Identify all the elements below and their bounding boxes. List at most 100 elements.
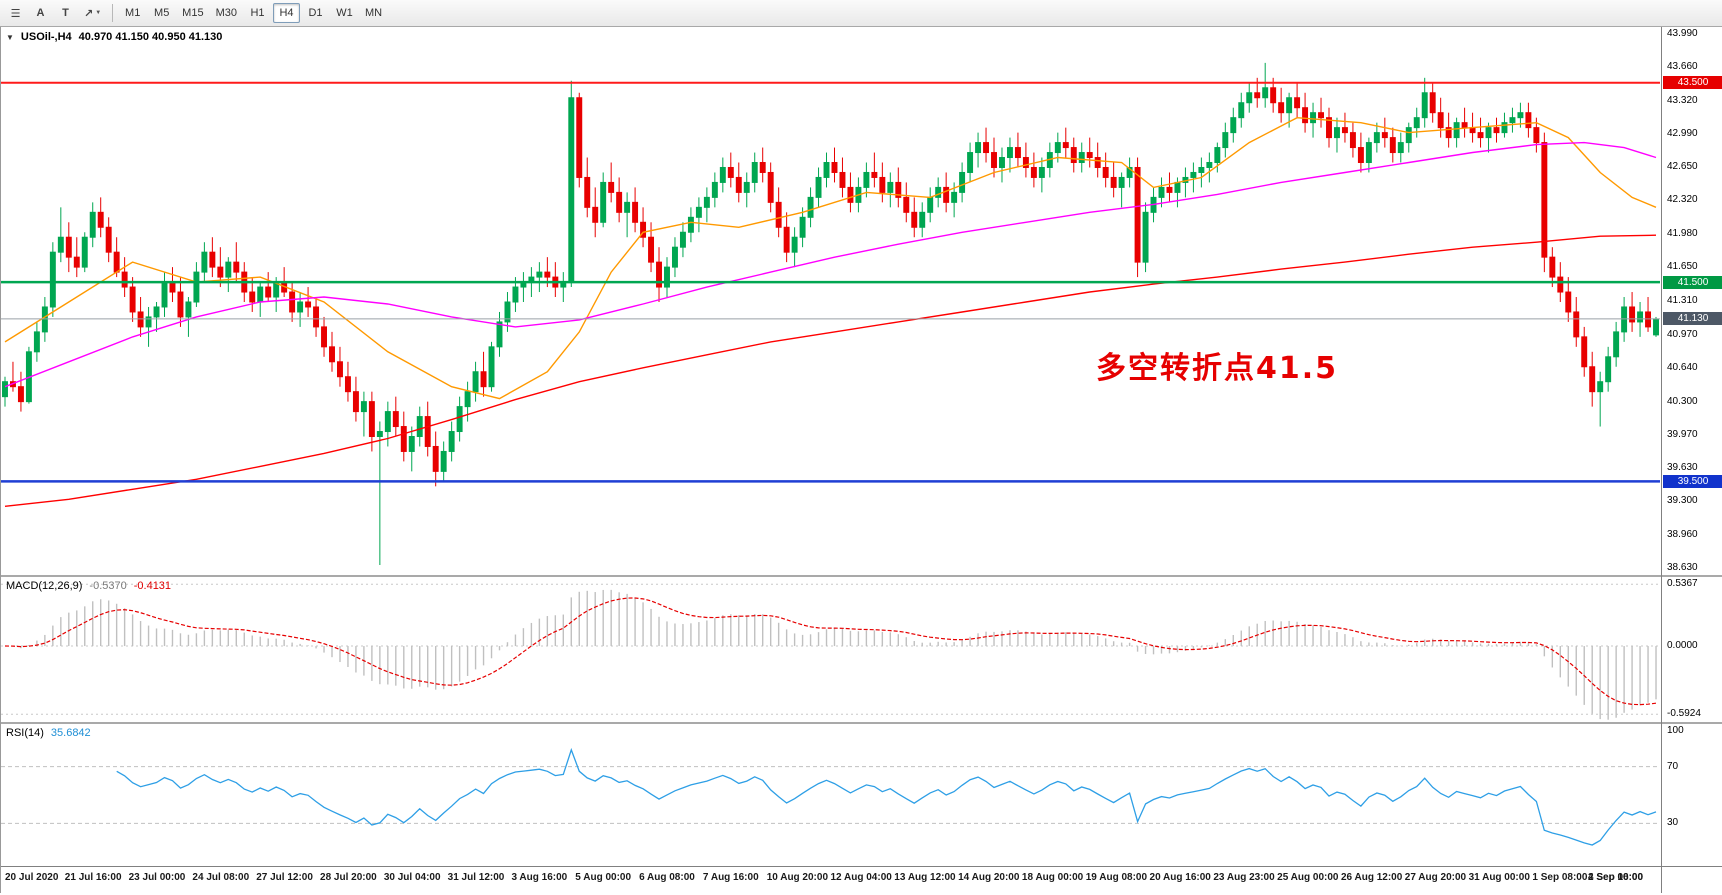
rsi-name: RSI(14) <box>6 727 44 739</box>
ma-mid-line <box>4 141 1657 388</box>
cursor-tool-button[interactable]: A <box>29 3 52 24</box>
macd-main-value: -0.5370 <box>89 580 127 592</box>
cursor-tool-icon: A <box>36 7 45 19</box>
time-axis[interactable]: 20 Jul 2020 21 Jul 16:00 23 Jul 00:00 24 Ju… <box>1 866 1722 893</box>
tool-button-group: ☰ A T ↗ ▼ <box>3 3 107 24</box>
symbol-label: USOil-,H4 <box>20 31 72 43</box>
timeframe-h1-button[interactable]: H1 <box>250 7 265 19</box>
time-axis-label: 7 Aug 16:00 <box>702 872 759 883</box>
candles-layer <box>2 62 1659 566</box>
rsi-axis-label: 30 <box>1667 817 1679 829</box>
time-axis-label: 12 Aug 04:00 <box>830 872 892 883</box>
timeframe-h4-button[interactable]: H4 <box>272 3 300 23</box>
timeframe-group: M1 M5 M15 M30 H1 H4 D1 W1 MN <box>118 3 388 23</box>
macd-name: MACD(12,26,9) <box>6 580 83 592</box>
time-axis-label: 27 Jul 12:00 <box>256 872 313 883</box>
time-axis-label: 19 Aug 08:00 <box>1085 872 1148 883</box>
timeframe-m5-button[interactable]: M5 <box>154 7 170 19</box>
moving-averages-layer <box>4 116 1657 507</box>
price-axis[interactable]: 43.500 41.500 41.130 39.500 43.990 43.660 43.3… <box>1661 27 1722 893</box>
ohlc-values: 40.970 41.150 40.950 41.130 <box>78 31 223 43</box>
panel-splitter-macd[interactable] <box>1 575 1722 577</box>
time-axis-label: 23 Jul 00:00 <box>128 872 186 883</box>
time-axis-label: 18 Aug 00:00 <box>1021 872 1084 883</box>
price-axis-label: 41.310 <box>1667 295 1698 306</box>
time-axis-label: 26 Aug 12:00 <box>1340 872 1403 883</box>
rsi-panel[interactable]: RSI(14) 35.6842 <box>1 724 1660 866</box>
rsi-value: 35.6842 <box>50 727 91 739</box>
rsi-label: RSI(14) 35.6842 <box>6 727 91 739</box>
price-axis-label: 38.630 <box>1667 562 1698 574</box>
text-tool-button[interactable]: T <box>54 3 77 24</box>
time-axis-label: 30 Jul 04:00 <box>383 872 441 883</box>
main-toolbar: ☰ A T ↗ ▼ M1 M5 M15 M30 H1 H4 D1 W1 MN <box>0 0 1722 27</box>
rsi-axis-label: 70 <box>1667 760 1679 772</box>
time-axis-label: 13 Aug 12:00 <box>894 872 956 883</box>
horizontal-levels-layer <box>1 81 1660 483</box>
time-axis-label: 3 Aug 16:00 <box>511 872 568 883</box>
macd-label: MACD(12,26,9) -0.5370 -0.4131 <box>6 580 171 592</box>
time-axis-label: 20 Jul 2020 <box>5 872 59 883</box>
price-axis-label: 40.300 <box>1667 395 1698 407</box>
macd-signal-line <box>4 597 1657 706</box>
rsi-line <box>116 747 1657 846</box>
time-axis-label: 31 Aug 00:00 <box>1468 872 1530 883</box>
macd-axis-label: -0.5924 <box>1667 708 1701 720</box>
draw-tools-button[interactable]: ↗ ▼ <box>79 3 106 24</box>
price-axis-label: 38.960 <box>1667 529 1698 541</box>
time-axis-label: 31 Jul 12:00 <box>447 872 505 883</box>
time-axis-label: 14 Aug 20:00 <box>958 872 1020 883</box>
ma-slow-line <box>4 234 1657 507</box>
time-axis-label: 21 Jul 16:00 <box>64 872 122 883</box>
price-axis-label: 43.990 <box>1667 27 1698 39</box>
timeframe-mn-button[interactable]: MN <box>364 7 383 19</box>
timeframe-m1-button[interactable]: M1 <box>125 7 141 19</box>
rsi-axis-label: 100 <box>1667 725 1684 736</box>
timeframe-d1-button[interactable]: D1 <box>308 7 323 19</box>
time-axis-label: 6 Aug 08:00 <box>639 872 695 883</box>
price-axis-label: 42.650 <box>1667 161 1698 173</box>
candlestick-chart[interactable] <box>1 27 1660 575</box>
macd-panel[interactable]: MACD(12,26,9) -0.5370 -0.4131 <box>1 577 1660 722</box>
toolbar-separator <box>112 4 114 22</box>
macd-chart[interactable] <box>1 577 1660 722</box>
price-axis-label: 39.300 <box>1667 495 1698 507</box>
timeframe-m30-button[interactable]: M30 <box>215 7 237 19</box>
macd-axis-label: 0.5367 <box>1667 578 1698 590</box>
main-chart-panel[interactable]: ▼ USOil-,H4 40.970 41.150 40.950 41.130 … <box>1 27 1660 575</box>
time-axis-label: 20 Aug 16:00 <box>1149 872 1211 883</box>
price-axis-label: 39.630 <box>1667 462 1698 474</box>
price-axis-label: 42.320 <box>1667 194 1698 206</box>
macd-gridlines <box>1 583 1660 715</box>
dropdown-caret-icon: ▼ <box>95 10 102 16</box>
time-axis-label: 2 Sep 16:00 <box>1588 872 1644 883</box>
price-level-badge: 41.500 <box>1663 275 1722 289</box>
price-axis-label: 43.660 <box>1667 60 1698 72</box>
time-axis-label: 4 Sep 00:00 <box>1588 872 1644 883</box>
time-axis-label: 5 Aug 00:00 <box>575 872 632 883</box>
collapse-triangle-icon[interactable]: ▼ <box>6 32 14 42</box>
annotation-text: 多空转折点41.5 <box>1096 351 1339 386</box>
time-axis-label: 24 Jul 08:00 <box>192 872 250 883</box>
chart-window: ▼ USOil-,H4 40.970 41.150 40.950 41.130 … <box>0 27 1722 893</box>
macd-signal-value: -0.4131 <box>133 580 172 592</box>
price-level-badge: 43.500 <box>1663 76 1722 90</box>
macd-axis-label: 0.0000 <box>1667 640 1698 652</box>
time-axis-label: 1 Sep 08:00 <box>1532 872 1588 883</box>
timeframe-w1-button[interactable]: W1 <box>336 7 353 19</box>
panel-splitter-rsi[interactable] <box>1 722 1722 724</box>
rsi-chart[interactable] <box>1 724 1660 866</box>
chart-grid-button[interactable]: ☰ <box>4 3 27 24</box>
price-axis-label: 40.970 <box>1667 328 1698 340</box>
draw-tools-icon: ↗ <box>84 7 94 20</box>
price-level-badge: 41.130 <box>1663 312 1722 326</box>
time-axis-label: 10 Aug 20:00 <box>766 872 829 883</box>
chart-grid-icon: ☰ <box>10 7 21 20</box>
price-level-badge: 39.500 <box>1663 474 1722 488</box>
price-axis-label: 43.320 <box>1667 94 1698 106</box>
price-axis-label: 41.980 <box>1667 228 1698 240</box>
text-tool-icon: T <box>62 7 69 19</box>
timeframe-m15-button[interactable]: M15 <box>182 7 204 19</box>
chart-title: ▼ USOil-,H4 40.970 41.150 40.950 41.130 <box>6 31 222 43</box>
price-axis-label: 39.970 <box>1667 428 1698 440</box>
